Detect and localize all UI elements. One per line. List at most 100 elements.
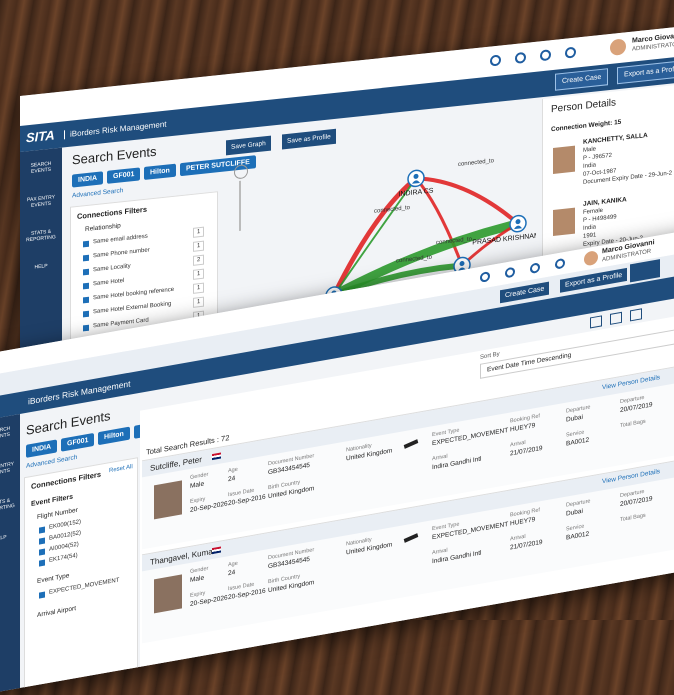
person-name: KANCHETTY, SALLA [583, 132, 648, 146]
person-detail: India [583, 224, 597, 232]
filter-label[interactable]: Same Hotel booking reference [93, 286, 175, 302]
checkbox [83, 254, 89, 262]
filter-group: Relationship [85, 222, 121, 234]
page-title: Search Events [72, 143, 157, 168]
filter-chip[interactable]: Hilton [144, 163, 176, 180]
checkbox [83, 282, 89, 290]
field-label: Total Bags [620, 512, 646, 524]
filter-count: 1 [193, 240, 205, 252]
view-icon [610, 311, 622, 325]
person-detail: Female [583, 207, 604, 216]
graph-edge [415, 176, 520, 226]
person-photo [154, 574, 182, 614]
person-detail: India [583, 162, 597, 170]
filter-chip[interactable]: INDIA [72, 171, 104, 188]
filter-count: 1 [193, 282, 205, 294]
filter-group: Arrival Airport [37, 605, 77, 619]
graph-edge [331, 176, 418, 296]
connection-weight: Connection Weight: 15 [551, 118, 622, 134]
filter-label[interactable]: BA0012(52) [49, 530, 82, 542]
edge-label: connected_to [458, 158, 495, 168]
checkbox [83, 310, 89, 318]
field-label: Age [228, 466, 238, 475]
checkbox [39, 548, 45, 556]
graph-edge [332, 219, 519, 299]
node-head [515, 219, 521, 225]
filter-label[interactable]: Same Hotel External Booking [93, 301, 172, 316]
advanced-search[interactable]: Advanced Search [72, 187, 124, 200]
node-head [459, 261, 465, 267]
graph-edge [333, 177, 417, 296]
plane-icon [403, 533, 419, 543]
filters-panel: Connections Filters Reset All Event Filter… [24, 457, 138, 695]
filter-label[interactable]: AI0004(52) [49, 541, 79, 553]
panel-title: Person Details [551, 97, 617, 116]
field-label: Departure [566, 498, 591, 509]
node-head [413, 173, 419, 179]
filter-label[interactable]: EK009(152) [49, 519, 82, 531]
filter-label[interactable]: EK174(54) [49, 552, 78, 564]
checkbox [83, 240, 89, 248]
filter-chip[interactable]: GF001 [107, 167, 141, 184]
reset-all[interactable]: Reset All [109, 464, 133, 475]
field-value: Dubai [566, 413, 583, 424]
edge-label: connected_to [374, 205, 411, 215]
filter-label[interactable]: Same email address [93, 233, 148, 246]
field-label: Gender [190, 471, 209, 481]
field-label: Age [228, 560, 238, 569]
filter-count: 1 [193, 296, 205, 308]
filter-label[interactable]: Same Hotel [93, 278, 125, 288]
node-body [514, 225, 522, 230]
view-icon [590, 315, 602, 329]
checkbox [39, 559, 45, 567]
graph-button[interactable]: Save Graph [226, 135, 271, 156]
plane-icon [403, 439, 419, 449]
filter-chip[interactable]: INDIA [26, 439, 58, 458]
filter-count: 2 [193, 254, 205, 266]
checkbox [39, 537, 45, 545]
field-value: BA0012 [566, 530, 590, 542]
field-value: Male [190, 480, 205, 490]
person-photo [553, 145, 575, 174]
filter-chip[interactable]: GF001 [61, 432, 95, 452]
sidebar [0, 413, 20, 695]
filter-group: Flight Number [37, 506, 78, 521]
person-detail: Male [583, 146, 597, 154]
person-photo [553, 207, 575, 236]
filter-group: Event Type [37, 572, 70, 585]
field-label: Gender [190, 565, 209, 575]
person-detail: P - H498499 [583, 214, 617, 224]
node-label: INDIRA CS [399, 188, 434, 199]
field-value: 24 [228, 474, 236, 484]
edge-label: connected_to [396, 255, 433, 265]
filter-label[interactable]: Same Phone number [93, 247, 150, 260]
checkbox [83, 268, 89, 276]
filters-title: Connections Filters [31, 469, 102, 492]
person-photo [154, 480, 182, 520]
event-filters: Event Filters [31, 493, 74, 509]
checkbox [83, 324, 89, 332]
person-detail: 1991 [583, 232, 597, 240]
filter-count: 1 [193, 226, 205, 238]
filter-count: 1 [193, 268, 205, 280]
graph-button[interactable]: Save as Profile [282, 128, 336, 150]
field-label: Total Bags [620, 418, 646, 430]
field-value: 24 [228, 568, 236, 578]
person-detail: P - J96572 [583, 152, 612, 162]
checkbox [39, 526, 45, 534]
filter-chip[interactable]: Hilton [98, 426, 130, 446]
field-value: Male [190, 574, 205, 584]
person-name: JAIN, KANIKA [583, 196, 627, 208]
field-value: Dubai [566, 507, 583, 518]
field-label: Departure [566, 404, 591, 415]
filters-title: Connections Filters [77, 204, 148, 222]
view-icon [630, 308, 642, 322]
field-value: BA0012 [566, 436, 590, 448]
edge-label: connected_to [436, 236, 473, 246]
brand: SITA [26, 127, 55, 146]
filter-label[interactable]: Same Locality [93, 263, 131, 274]
node-body [412, 180, 420, 184]
checkbox [83, 296, 89, 304]
checkbox [39, 591, 45, 599]
